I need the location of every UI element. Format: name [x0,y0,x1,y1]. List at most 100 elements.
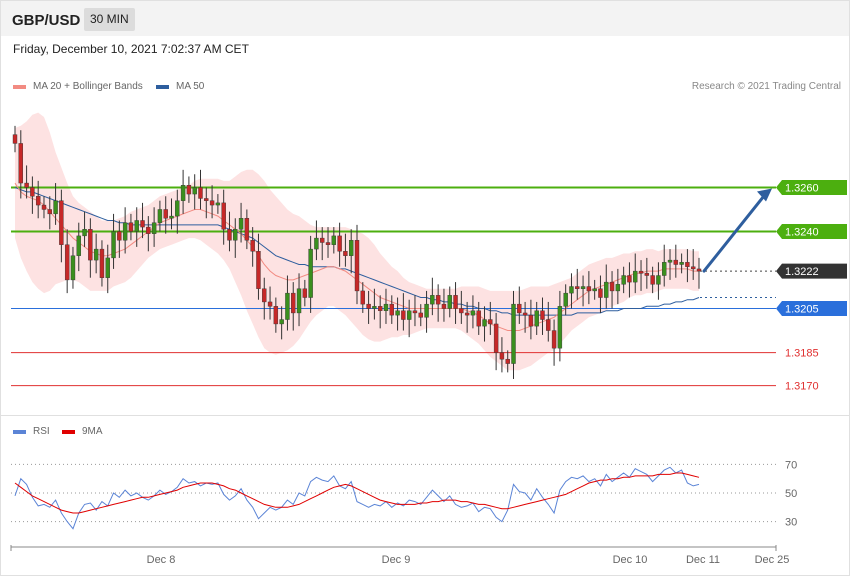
candle [540,297,545,335]
candle [604,264,609,309]
candle [349,229,354,274]
candle-body [696,268,702,272]
candle [453,282,458,324]
candle-body [215,202,221,206]
candle-body [569,286,574,294]
candle [262,277,267,320]
candle-body [534,310,539,327]
candle [615,268,621,305]
candle [30,176,35,214]
candle-body [453,295,458,309]
candle [627,262,632,298]
candle-body [285,292,290,320]
candle-body [238,218,244,230]
level-tag-1.3205 [776,301,847,317]
candle-body [157,209,163,223]
candle [128,213,134,241]
panel-divider [1,415,849,416]
candle-body [93,248,99,261]
rsi-legend: RSI [13,426,50,437]
rsi-swatch [13,429,26,434]
candle-body [59,200,64,245]
candle-body [499,352,505,360]
candle [279,306,284,340]
candle-body [314,237,319,250]
timeframe-badge[interactable]: 30 MIN [84,8,135,31]
candle-body [198,187,203,199]
candle-body [604,281,609,298]
candle-body [70,255,76,281]
candle [685,249,690,283]
candle [250,227,255,267]
level-tag-1.3240 [776,223,847,239]
candle [343,233,348,267]
candle-body [47,209,52,215]
candle-body [482,319,487,327]
header-bar: GBP/USD 30 MIN [1,1,849,36]
candle-body [227,229,232,241]
candle [354,224,360,305]
candle-body [175,200,180,217]
candle [41,196,47,219]
candle-body [331,235,337,245]
candle-body [117,231,122,241]
candle-body [163,209,168,219]
candle [546,301,551,342]
candle [76,222,81,272]
forecast-arrow-head [757,188,772,202]
candle-body [204,198,209,201]
candle [424,290,429,333]
candle-body [99,248,105,278]
candle-body [337,235,342,252]
level-label-1.3240: 1.3240 [785,226,819,238]
candle-body [401,310,406,320]
candle-body [372,306,377,309]
candle-body [296,288,302,314]
candle-body [598,288,603,298]
candle-body [609,281,615,292]
candle [314,220,319,261]
candle-body [325,242,331,245]
candle [656,262,661,300]
candle [673,244,679,278]
candle [435,284,441,322]
candle [169,198,174,230]
rsi-ma-legend-label: 9MA [82,426,103,437]
rsi-tick-label: 50 [785,488,797,500]
candle-body [667,259,673,263]
candle-body [209,200,215,206]
candle-body [250,240,255,252]
rsi-legend-label: RSI [33,426,50,437]
candle [662,244,667,287]
candle [285,275,290,331]
candle-body [424,303,429,318]
x-tick-label: Dec 8 [147,554,176,566]
candle-body [464,312,470,316]
ma20-legend: MA 20 + Bollinger Bands [13,81,143,92]
candle-body [627,275,632,283]
candle-body [360,290,365,305]
candle-body [128,222,134,232]
candle-body [691,266,696,270]
candle [64,229,70,294]
candle-body [441,303,447,309]
level-tag-1.3260 [776,179,847,195]
candle [395,297,400,331]
candle [430,277,435,316]
candle-body [528,314,534,327]
candle [111,213,116,269]
candle [569,273,574,309]
ma20-legend-label: MA 20 + Bollinger Bands [33,81,143,92]
candle [592,279,597,300]
candle [70,246,76,289]
candle-body [343,251,348,256]
candle [215,194,221,214]
candle-body [546,319,551,331]
candle-body [517,303,522,314]
candle [464,301,470,333]
candle-body [540,310,545,320]
candle [256,233,261,300]
candle [517,286,522,324]
